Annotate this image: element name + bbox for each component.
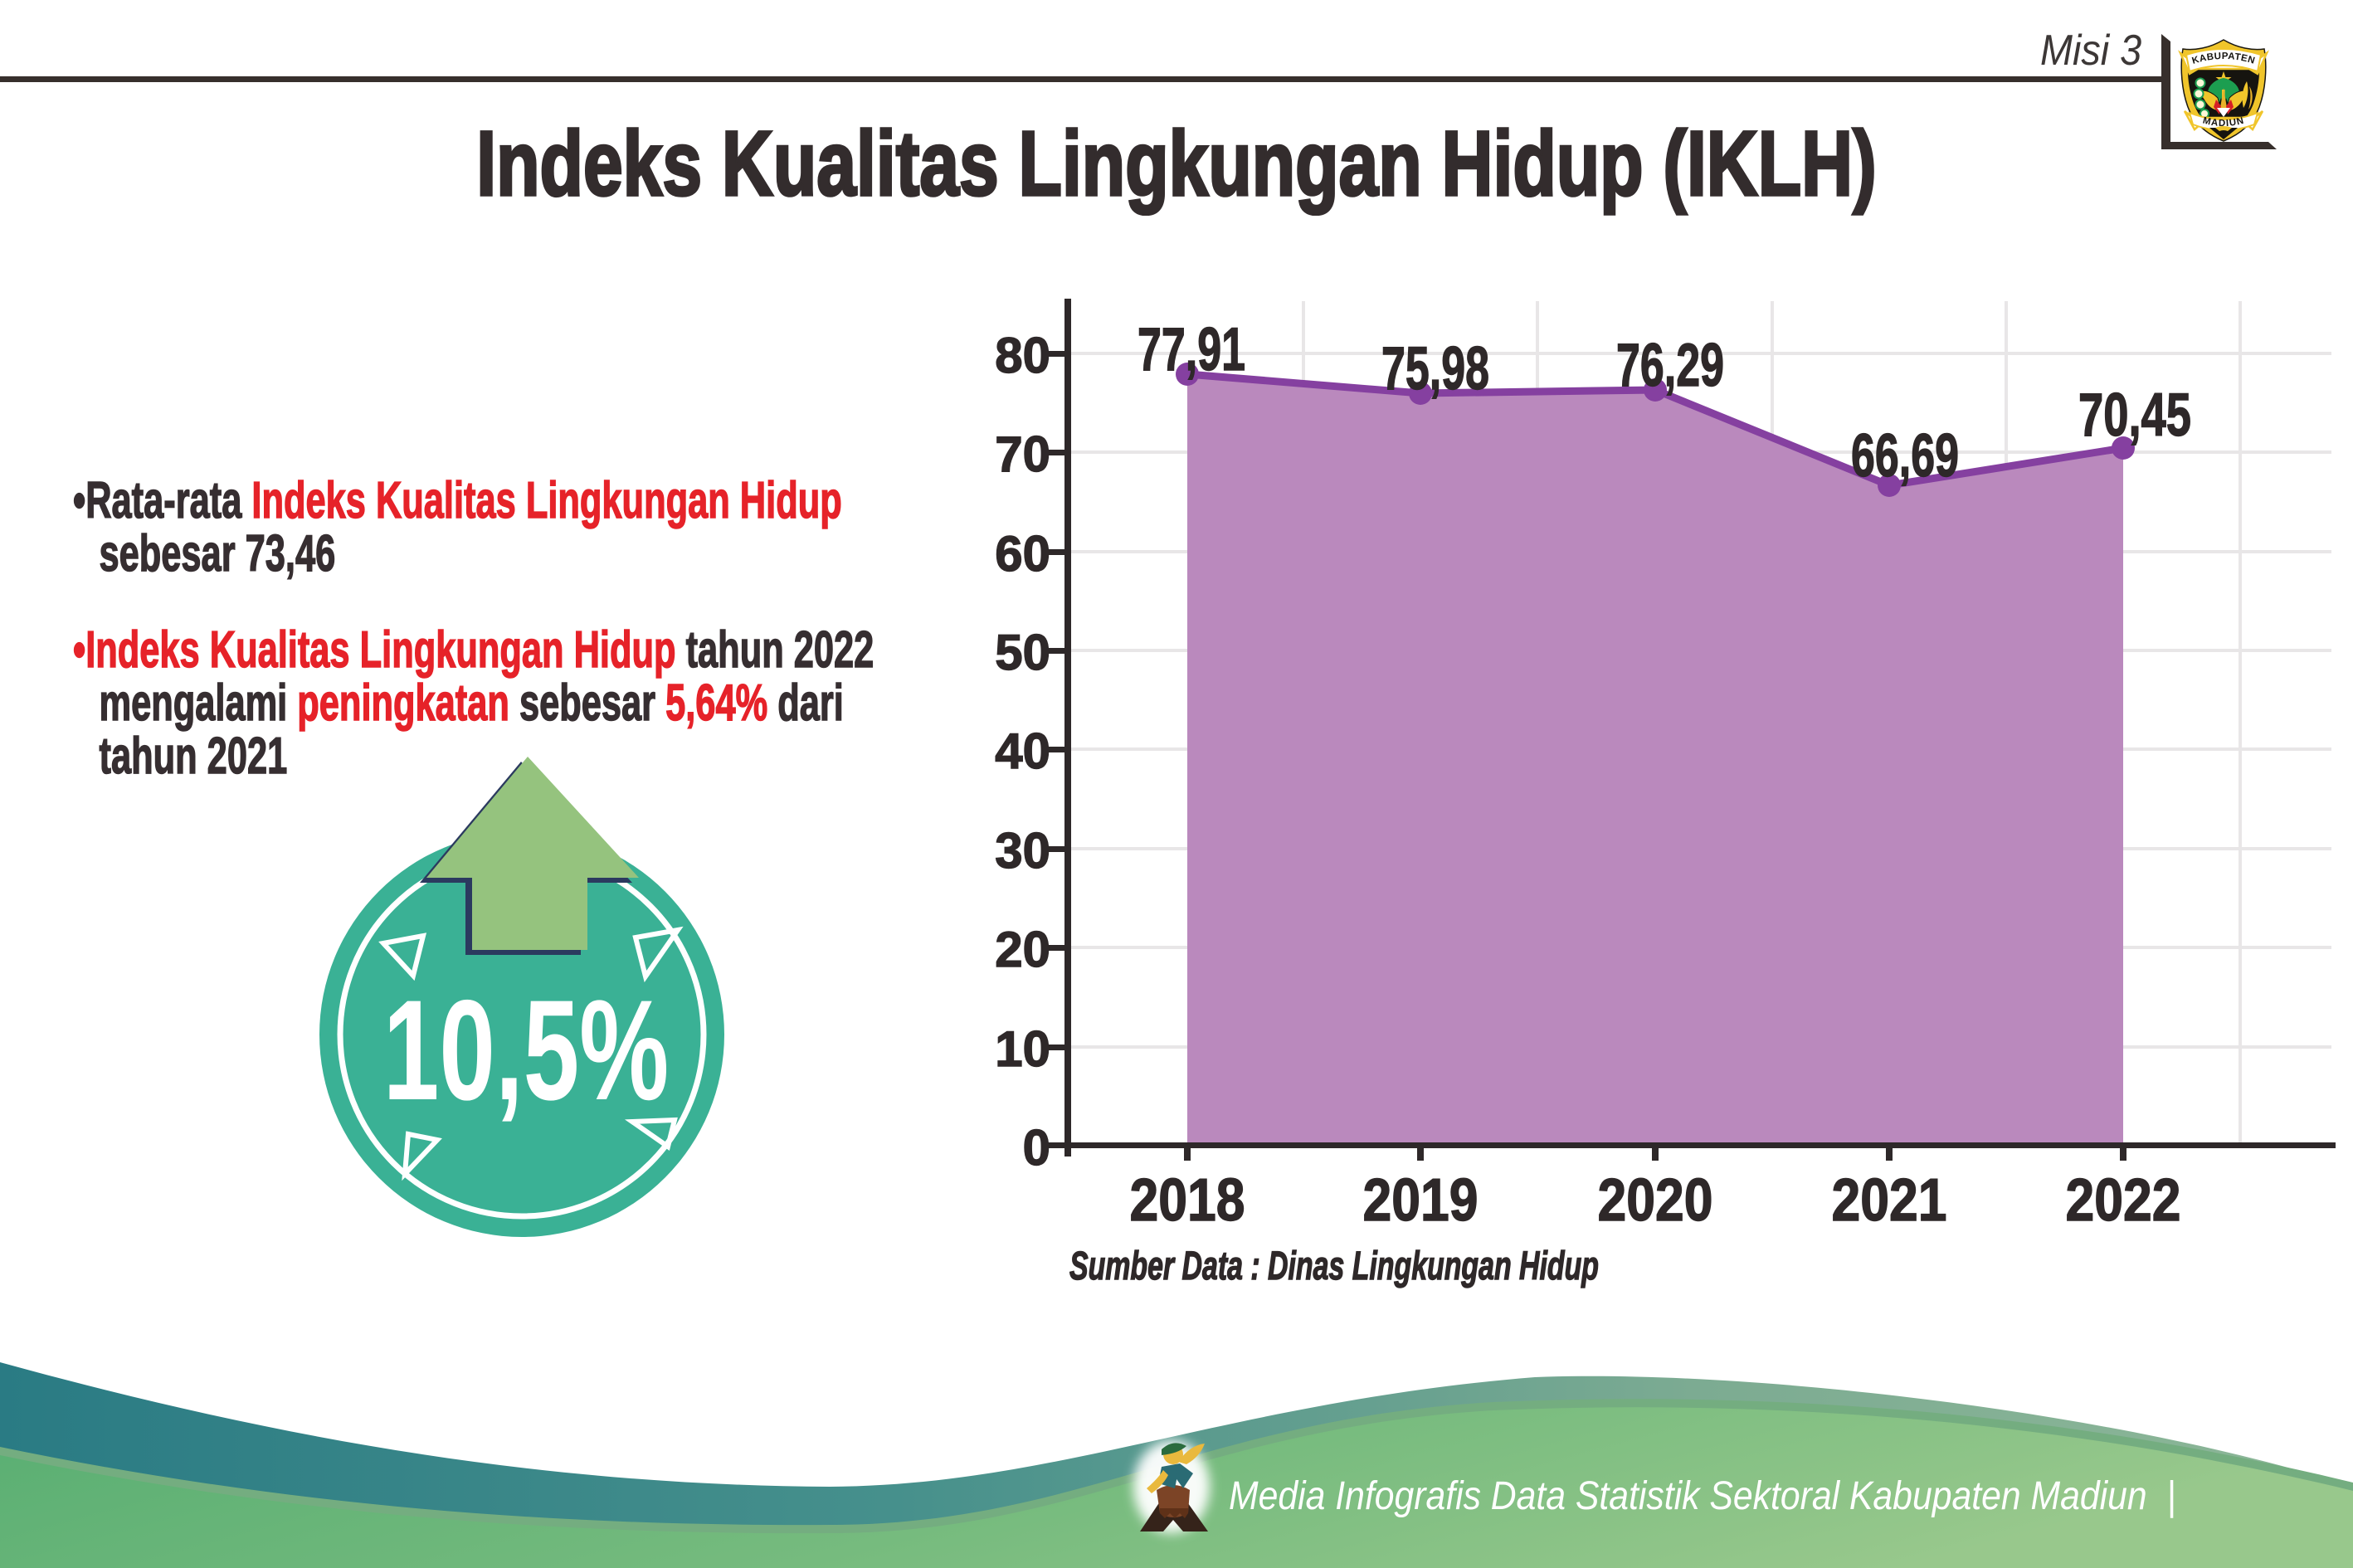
svg-text:10,5%: 10,5% bbox=[383, 971, 669, 1130]
svg-text:40: 40 bbox=[995, 723, 1050, 779]
svg-text:Sumber Data : Dinas Lingkungan: Sumber Data : Dinas Lingkungan Hidup bbox=[1069, 1244, 1599, 1288]
svg-text:80: 80 bbox=[995, 328, 1050, 383]
svg-text:2022: 2022 bbox=[2066, 1167, 2181, 1234]
svg-text:10: 10 bbox=[995, 1021, 1050, 1077]
svg-text:2018: 2018 bbox=[1130, 1167, 1245, 1234]
svg-text:66,69: 66,69 bbox=[1851, 422, 1959, 489]
svg-text:2020: 2020 bbox=[1598, 1167, 1713, 1234]
svg-text:2019: 2019 bbox=[1363, 1167, 1479, 1234]
svg-text:2021: 2021 bbox=[1832, 1167, 1947, 1234]
svg-text:0: 0 bbox=[1023, 1120, 1050, 1176]
svg-text:50: 50 bbox=[995, 625, 1050, 680]
svg-text:76,29: 76,29 bbox=[1616, 332, 1724, 399]
svg-text:30: 30 bbox=[995, 823, 1050, 879]
svg-text:KABUPATEN: KABUPATEN bbox=[2191, 51, 2257, 66]
svg-text:77,91: 77,91 bbox=[1138, 316, 1245, 383]
svg-text:20: 20 bbox=[995, 922, 1050, 977]
svg-text:75,98: 75,98 bbox=[1381, 335, 1489, 402]
svg-text:60: 60 bbox=[995, 526, 1050, 582]
svg-text:70: 70 bbox=[995, 426, 1050, 482]
svg-text:70,45: 70,45 bbox=[2078, 382, 2191, 449]
svg-text:MADIUN: MADIUN bbox=[2202, 116, 2246, 129]
